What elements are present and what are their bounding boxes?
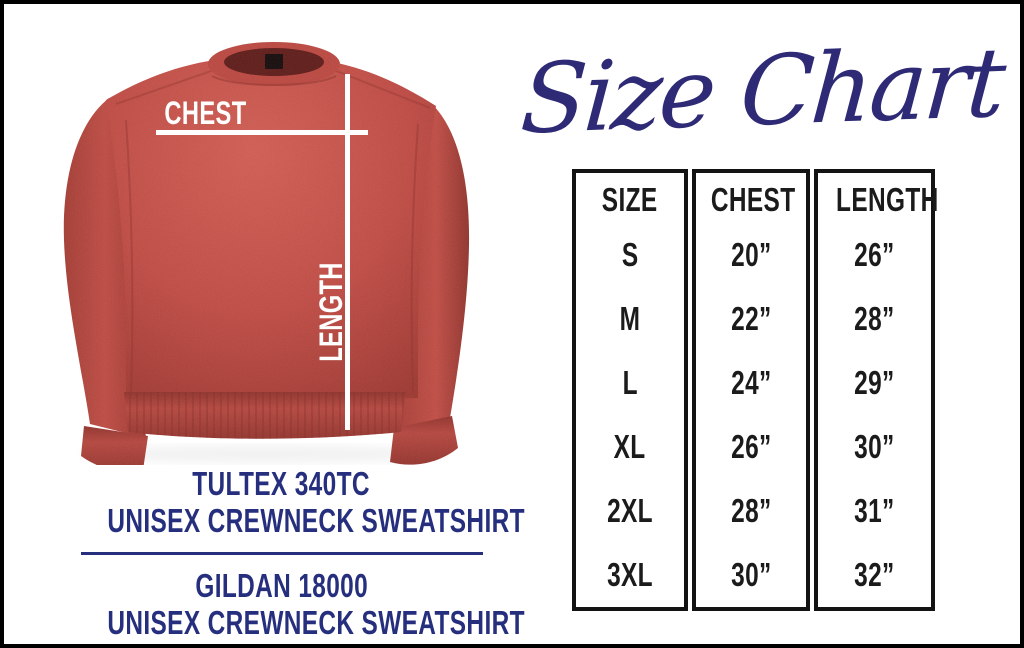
chest-label: CHEST: [150, 97, 261, 129]
table-cell: 20”: [730, 236, 772, 273]
product-line-3: GILDAN 18000: [195, 567, 368, 604]
table-cell: M: [619, 300, 641, 337]
sweatshirt-image: [63, 42, 470, 473]
table-cell: 22”: [730, 300, 772, 337]
product-divider-line: [80, 552, 483, 555]
size-cells: S M L XL 2XL 3XL: [576, 223, 684, 607]
chest-cells: 20” 22” 24” 26” 28” 30”: [696, 223, 806, 607]
table-cell: 31”: [854, 492, 895, 529]
table-cell: 24”: [730, 364, 772, 401]
table-column-chest: CHEST 20” 22” 24” 26” 28” 30”: [692, 169, 810, 611]
table-cell: 29”: [854, 364, 895, 401]
table-cell: 32”: [854, 556, 895, 593]
page-title: Size Chart: [517, 26, 1007, 156]
heather-texture: [63, 42, 470, 465]
table-cell: 30”: [730, 556, 772, 593]
column-header-length: LENGTH: [836, 181, 939, 218]
table-cell: 28”: [730, 492, 772, 529]
length-label: LENGTH: [313, 245, 349, 380]
table-cell: 26”: [730, 428, 772, 465]
column-header-chest: CHEST: [710, 181, 796, 218]
chest-label-text: CHEST: [164, 95, 247, 131]
table-cell: 30”: [854, 428, 895, 465]
chest-measure-line: [156, 130, 368, 135]
product-name-block: TULTEX 340TC UNISEX CREWNECK SWEATSHIRT …: [34, 465, 529, 641]
length-measure-line: [345, 74, 350, 430]
table-column-size: SIZE S M L XL 2XL 3XL: [572, 169, 688, 611]
product-line-2: UNISEX CREWNECK SWEATSHIRT: [107, 502, 525, 539]
table-cell: L: [622, 364, 638, 401]
ground-shadow: [79, 445, 449, 463]
length-cells: 26” 28” 29” 30” 31” 32”: [818, 223, 931, 607]
table-cell: 3XL: [607, 556, 653, 593]
table-cell: 26”: [854, 236, 895, 273]
table-column-length: LENGTH 26” 28” 29” 30” 31” 32”: [814, 169, 939, 611]
table-cell: S: [621, 236, 639, 273]
sweatshirt-photo: [24, 40, 484, 473]
product-line-4: UNISEX CREWNECK SWEATSHIRT: [107, 604, 525, 641]
table-cell: XL: [614, 428, 646, 465]
column-header-size: SIZE: [602, 181, 658, 218]
product-line-1: TULTEX 340TC: [192, 465, 371, 502]
table-cell: 2XL: [607, 492, 653, 529]
length-label-text: LENGTH: [313, 262, 349, 362]
table-cell: 28”: [854, 300, 895, 337]
